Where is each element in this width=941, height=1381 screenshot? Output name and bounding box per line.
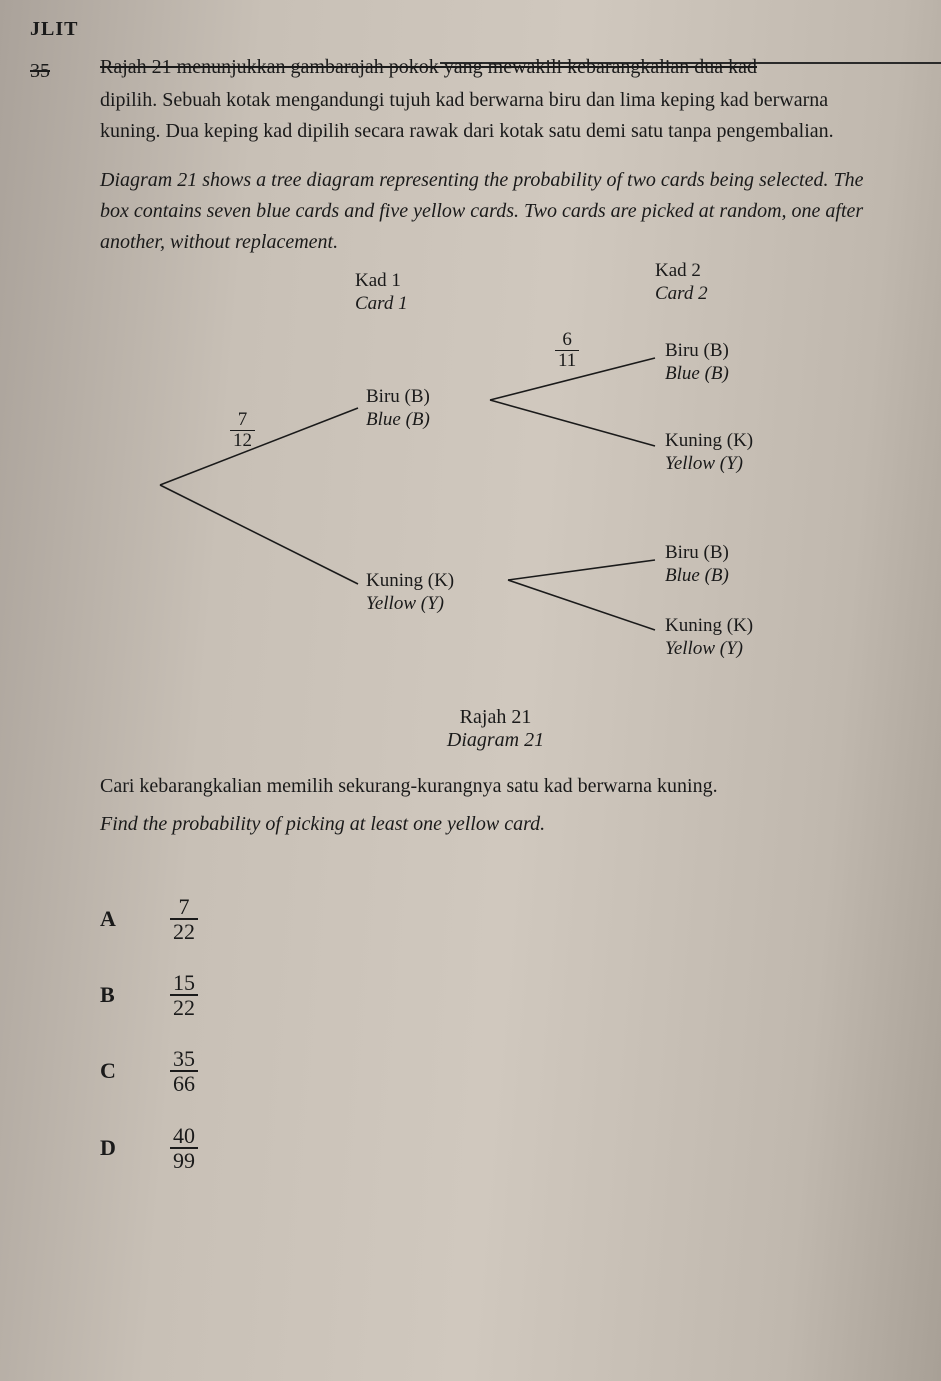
tree-diagram: Kad 1 Card 1 Kad 2 Card 2 bbox=[100, 270, 860, 700]
option-b: B 15 22 bbox=[100, 971, 891, 1019]
option-d-num: 40 bbox=[170, 1124, 198, 1149]
option-a-num: 7 bbox=[170, 895, 198, 920]
option-a: A 7 22 bbox=[100, 895, 891, 943]
page: JLIT 35 Rajah 21 menunjukkan gambarajah … bbox=[0, 0, 941, 1381]
prob-7-12-num: 7 bbox=[230, 410, 255, 431]
header-code: JLIT bbox=[30, 18, 881, 41]
node-l2-kk-e: Yellow (Y) bbox=[665, 638, 753, 661]
node-l2-kb: Biru (B) Blue (B) bbox=[665, 542, 729, 588]
prob-7-12-den: 12 bbox=[230, 431, 255, 451]
diagram-caption: Rajah 21 Diagram 21 bbox=[100, 706, 891, 752]
question-malay-struck: Rajah 21 menunjukkan gambarajah pokok ya… bbox=[100, 52, 891, 83]
option-b-den: 22 bbox=[170, 996, 198, 1019]
ask-malay: Cari kebarangkalian memilih sekurang-kur… bbox=[100, 770, 891, 802]
node-l1-blue-m: Biru (B) bbox=[366, 386, 430, 407]
node-l2-kb-e: Blue (B) bbox=[665, 565, 729, 588]
node-l1-yellow-m: Kuning (K) bbox=[366, 570, 454, 591]
node-l1-blue-e: Blue (B) bbox=[366, 409, 430, 432]
node-l1-yellow: Kuning (K) Yellow (Y) bbox=[366, 570, 454, 616]
option-d: D 40 99 bbox=[100, 1124, 891, 1172]
prob-6-11-num: 6 bbox=[555, 330, 579, 351]
option-c-den: 66 bbox=[170, 1072, 198, 1095]
option-a-letter: A bbox=[100, 906, 122, 932]
node-l2-bk-e: Yellow (Y) bbox=[665, 453, 753, 476]
option-d-den: 99 bbox=[170, 1149, 198, 1172]
question-number: 35 bbox=[30, 60, 50, 83]
option-b-num: 15 bbox=[170, 971, 198, 996]
prob-6-11-den: 11 bbox=[555, 351, 579, 371]
prob-7-12: 7 12 bbox=[230, 410, 255, 451]
node-l2-kk-m: Kuning (K) bbox=[665, 615, 753, 636]
node-l1-blue: Biru (B) Blue (B) bbox=[366, 386, 430, 432]
node-l2-kk: Kuning (K) Yellow (Y) bbox=[665, 615, 753, 661]
diagram-caption-e: Diagram 21 bbox=[100, 729, 891, 752]
ask-english: Find the probability of picking at least… bbox=[100, 808, 891, 840]
node-l2-bb-m: Biru (B) bbox=[665, 340, 729, 361]
diagram-caption-m: Rajah 21 bbox=[460, 706, 532, 728]
option-a-den: 22 bbox=[170, 920, 198, 943]
node-l2-kb-m: Biru (B) bbox=[665, 542, 729, 563]
prob-6-11: 6 11 bbox=[555, 330, 579, 371]
question-english: Diagram 21 shows a tree diagram represen… bbox=[100, 165, 891, 258]
option-c: C 35 66 bbox=[100, 1047, 891, 1095]
option-d-letter: D bbox=[100, 1135, 122, 1161]
node-l2-bk: Kuning (K) Yellow (Y) bbox=[665, 430, 753, 476]
question-malay: dipilih. Sebuah kotak mengandungi tujuh … bbox=[100, 85, 891, 147]
option-c-num: 35 bbox=[170, 1047, 198, 1072]
question-body: Rajah 21 menunjukkan gambarajah pokok ya… bbox=[100, 52, 891, 1200]
option-c-letter: C bbox=[100, 1058, 122, 1084]
node-l1-yellow-e: Yellow (Y) bbox=[366, 593, 454, 616]
node-l2-bb: Biru (B) Blue (B) bbox=[665, 340, 729, 386]
node-l2-bb-e: Blue (B) bbox=[665, 363, 729, 386]
options: A 7 22 B 15 22 C 35 66 bbox=[100, 895, 891, 1172]
node-l2-bk-m: Kuning (K) bbox=[665, 430, 753, 451]
option-b-letter: B bbox=[100, 982, 122, 1008]
